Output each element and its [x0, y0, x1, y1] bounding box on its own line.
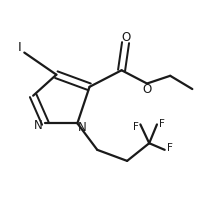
- Text: I: I: [18, 41, 21, 54]
- Text: N: N: [34, 119, 43, 132]
- Text: N: N: [78, 121, 87, 134]
- Text: O: O: [143, 83, 152, 96]
- Text: F: F: [159, 119, 165, 129]
- Text: O: O: [122, 31, 131, 44]
- Text: F: F: [167, 143, 172, 153]
- Text: F: F: [133, 122, 138, 132]
